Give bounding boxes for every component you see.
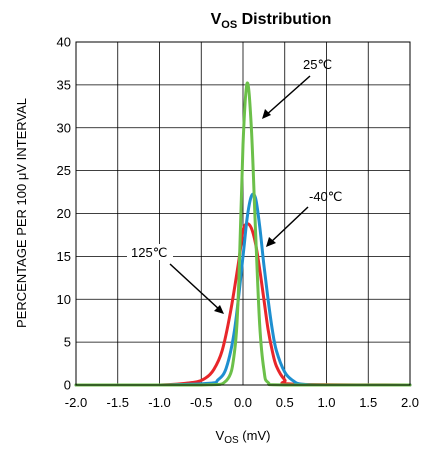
annotation-125c-arrowhead bbox=[214, 305, 224, 314]
annotation-minus40c: -40℃ bbox=[266, 189, 342, 247]
x-tick-label-8: 2.0 bbox=[401, 395, 419, 410]
annotation-25c-arrowhead bbox=[262, 109, 271, 119]
y-tick-label-3: 15 bbox=[57, 249, 71, 264]
x-tick-label-2: -1.0 bbox=[148, 395, 170, 410]
x-tick-labels: -2.0 -1.5 -1.0 -0.5 0.0 0.5 1.0 1.5 2.0 bbox=[65, 395, 419, 410]
y-tick-label-7: 35 bbox=[57, 77, 71, 92]
chart-title: VOS Distribution bbox=[211, 11, 332, 31]
x-tick-label-7: 1.5 bbox=[359, 395, 377, 410]
series-lines bbox=[74, 81, 412, 387]
y-tick-label-2: 10 bbox=[57, 292, 71, 307]
x-axis-label: VOS (mV) bbox=[216, 428, 271, 446]
x-tick-label-0: -2.0 bbox=[65, 395, 87, 410]
series-line-125c bbox=[74, 222, 412, 387]
x-tick-label-5: 0.5 bbox=[276, 395, 294, 410]
annotation-25c: 25℃ bbox=[262, 57, 332, 119]
y-tick-label-5: 25 bbox=[57, 163, 71, 178]
y-tick-label-0: 0 bbox=[64, 378, 71, 393]
series-line-minus40c bbox=[74, 192, 412, 387]
annotation-125c-arrow bbox=[169, 263, 222, 312]
annotation-125c-label: 125℃ bbox=[131, 245, 167, 260]
x-tick-label-3: -0.5 bbox=[190, 395, 212, 410]
annotation-25c-label: 25℃ bbox=[303, 57, 332, 72]
x-tick-label-4: 0.0 bbox=[234, 395, 252, 410]
x-tick-label-6: 1.0 bbox=[317, 395, 335, 410]
annotation-minus40c-arrow bbox=[269, 206, 309, 244]
annotation-minus40c-arrowhead bbox=[266, 237, 276, 247]
x-tick-label-1: -1.5 bbox=[107, 395, 129, 410]
y-axis-label: PERCENTAGE PER 100 μV INTERVAL bbox=[14, 98, 29, 328]
y-tick-label-4: 20 bbox=[57, 206, 71, 221]
annotation-25c-arrow bbox=[264, 75, 311, 117]
y-tick-label-1: 5 bbox=[64, 335, 71, 350]
grid bbox=[75, 41, 411, 386]
annotation-125c: 125℃ bbox=[127, 244, 224, 314]
y-tick-label-6: 30 bbox=[57, 120, 71, 135]
plot-frame bbox=[75, 41, 411, 386]
series-line-25c bbox=[74, 81, 412, 387]
annotation-minus40c-label: -40℃ bbox=[309, 189, 342, 204]
y-tick-label-8: 40 bbox=[57, 35, 71, 50]
y-tick-labels: 0 5 10 15 20 25 30 35 40 bbox=[57, 35, 71, 393]
annotation-125c-background bbox=[127, 244, 173, 260]
